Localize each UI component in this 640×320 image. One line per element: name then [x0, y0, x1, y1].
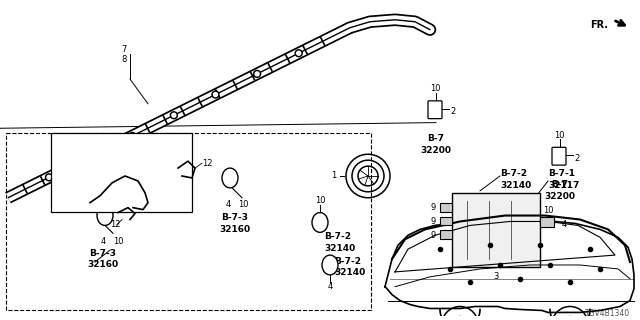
- Text: 32160: 32160: [220, 225, 251, 234]
- Circle shape: [89, 155, 93, 159]
- Text: 8: 8: [122, 55, 127, 64]
- Text: 3: 3: [493, 272, 499, 281]
- Bar: [440, 217, 452, 225]
- Text: 11: 11: [260, 68, 271, 77]
- Text: 32140: 32140: [324, 244, 355, 253]
- Text: 12: 12: [202, 159, 212, 168]
- Text: 32117: 32117: [548, 181, 579, 190]
- Text: 10: 10: [554, 131, 564, 140]
- Bar: [540, 217, 554, 228]
- Text: 32160: 32160: [88, 260, 118, 269]
- Text: 10: 10: [238, 200, 248, 209]
- Ellipse shape: [222, 168, 238, 188]
- Text: B-7: B-7: [552, 180, 568, 189]
- Text: 32200: 32200: [545, 192, 575, 201]
- Text: 7: 7: [122, 45, 127, 54]
- Text: B-7-2: B-7-2: [500, 169, 527, 178]
- Circle shape: [172, 113, 176, 117]
- Text: 1: 1: [331, 172, 336, 180]
- Circle shape: [47, 175, 51, 179]
- Text: 4: 4: [328, 282, 333, 291]
- Text: 9: 9: [431, 203, 436, 212]
- Text: FR.: FR.: [590, 20, 608, 30]
- Text: 4: 4: [226, 200, 231, 209]
- Text: 10: 10: [543, 206, 553, 215]
- Circle shape: [295, 50, 302, 57]
- Circle shape: [255, 72, 259, 76]
- Ellipse shape: [322, 255, 338, 275]
- Circle shape: [214, 92, 218, 97]
- Bar: [6, 133, 371, 310]
- Text: 9: 9: [431, 231, 436, 240]
- Text: B-7: B-7: [428, 134, 445, 143]
- Circle shape: [45, 174, 52, 181]
- Text: 4: 4: [101, 237, 106, 246]
- Circle shape: [297, 51, 301, 55]
- Text: 10: 10: [113, 237, 124, 246]
- Bar: [51, 133, 192, 212]
- Circle shape: [87, 153, 94, 160]
- Text: B-7-2: B-7-2: [334, 257, 361, 266]
- Ellipse shape: [312, 212, 328, 232]
- Text: B-7-3: B-7-3: [90, 249, 116, 258]
- Text: 32140: 32140: [334, 268, 365, 277]
- Ellipse shape: [97, 206, 113, 225]
- Circle shape: [131, 134, 134, 138]
- Text: B-7-1: B-7-1: [548, 169, 575, 178]
- Text: B-7-3: B-7-3: [221, 213, 248, 222]
- Text: 5: 5: [60, 185, 65, 194]
- Bar: [440, 230, 452, 239]
- Text: 10: 10: [430, 84, 440, 93]
- Circle shape: [212, 91, 219, 98]
- Text: 32200: 32200: [420, 146, 451, 155]
- Text: 6: 6: [60, 195, 65, 204]
- Text: 4: 4: [562, 220, 567, 229]
- Text: 32140: 32140: [500, 181, 531, 190]
- Text: 12: 12: [109, 220, 120, 229]
- Circle shape: [129, 132, 136, 140]
- Circle shape: [170, 112, 177, 119]
- Text: 2: 2: [574, 154, 579, 163]
- Text: 9: 9: [431, 217, 436, 226]
- FancyBboxPatch shape: [428, 101, 442, 119]
- Text: TGV4B1340: TGV4B1340: [585, 309, 630, 318]
- Text: 10: 10: [315, 196, 325, 205]
- Bar: [452, 193, 540, 267]
- Text: B-7-2: B-7-2: [324, 232, 351, 241]
- Bar: [440, 203, 452, 212]
- Circle shape: [253, 70, 260, 77]
- FancyBboxPatch shape: [552, 147, 566, 165]
- Text: 2: 2: [450, 107, 455, 116]
